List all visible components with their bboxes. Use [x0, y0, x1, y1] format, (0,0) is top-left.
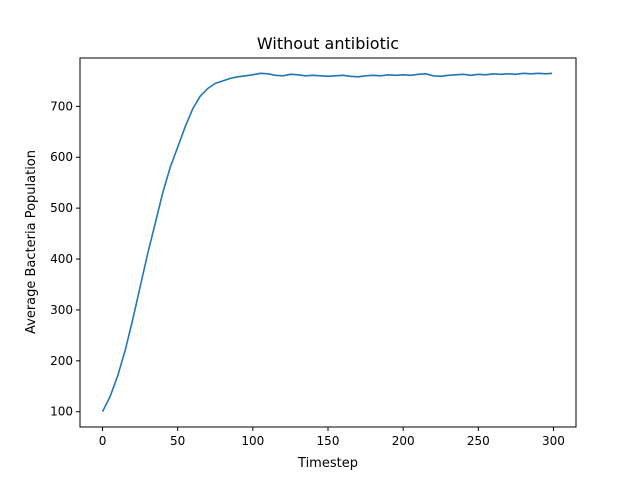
x-tick-label: 0 [99, 434, 107, 448]
y-tick-label: 300 [50, 303, 73, 317]
y-axis-label: Average Bacteria Population [24, 150, 39, 334]
y-tick-label: 700 [50, 99, 73, 113]
y-axis: 100 200 300 400 500 600 700 [50, 99, 80, 419]
x-tick-label: 250 [467, 434, 490, 448]
y-tick-label: 400 [50, 252, 73, 266]
population-series-line [101, 72, 553, 413]
y-tick-label: 200 [50, 354, 73, 368]
x-tick-label: 300 [542, 434, 565, 448]
x-tick-label: 50 [170, 434, 185, 448]
x-tick-label: 150 [317, 434, 340, 448]
x-tick-label: 200 [392, 434, 415, 448]
x-tick-label: 100 [241, 434, 264, 448]
y-tick-label: 500 [50, 201, 73, 215]
y-tick-label: 600 [50, 150, 73, 164]
x-axis-label: Timestep [297, 456, 358, 471]
y-tick-label: 100 [50, 405, 73, 419]
x-axis: 0 50 100 150 200 250 300 [99, 427, 565, 448]
axes-frame [79, 57, 577, 428]
chart-title: Without antibiotic [257, 34, 399, 53]
plot-area [101, 72, 553, 413]
